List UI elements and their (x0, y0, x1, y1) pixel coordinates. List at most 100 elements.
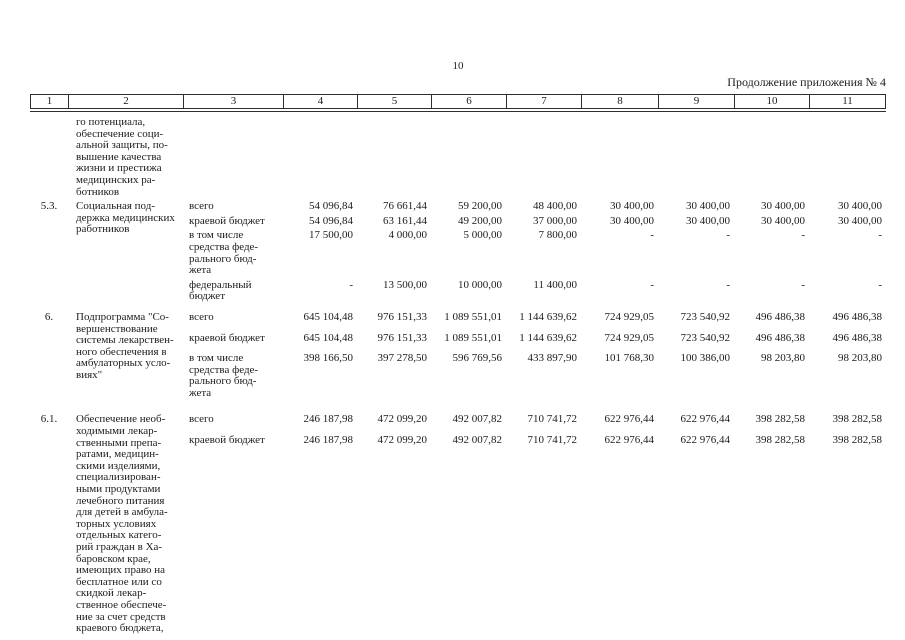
row-name-line: Подпрограмма "Со- (76, 310, 169, 323)
entry-value: 397 278,50 (377, 352, 428, 365)
entry-value: 398 166,50 (303, 352, 354, 365)
row-name-line: держка медицинских (76, 211, 175, 224)
table-row: 5.3. Социальная под-держка медицинских раб… (30, 201, 886, 306)
entry-value: 492 007,82 (452, 434, 503, 447)
row-name-line: скидкой лекар- (76, 587, 147, 600)
row-name-line: жизни и престижа (76, 162, 162, 175)
header-cell: 9 (658, 94, 734, 109)
row-name-line: скими изделиями, (76, 459, 161, 472)
row-number: 6. (44, 310, 54, 323)
entry-value: 49 200,00 (458, 214, 502, 227)
entry-label-line: в том числе (189, 229, 244, 242)
entry-value: 54 096,84 (309, 200, 353, 213)
budget-entry: в том числе средства феде-рального бюд-же… (183, 230, 886, 276)
row-name: го потенциала, обеспечение соци-альной за… (68, 116, 183, 198)
entry-value: 622 976,44 (680, 434, 731, 447)
entry-value: 246 187,98 (303, 413, 354, 426)
entry-value: 724 929,05 (604, 310, 655, 323)
entry-value: 11 400,00 (533, 278, 577, 291)
entry-label-line: жета (189, 386, 212, 399)
budget-entry: в том числе средства феде-рального бюд-же… (183, 352, 886, 399)
row-name-line: краевого бюджета, (76, 622, 164, 635)
entry-value: 1 089 551,01 (444, 310, 502, 323)
table-header: 1 2 3 4 5 6 7 8 9 10 11 (30, 94, 886, 109)
entry-value: 398 282,58 (755, 413, 806, 426)
budget-entry: всего 54 096,84 76 661,44 59 200,00 48 400,0… (183, 201, 886, 213)
entry-value: 30 400,00 (838, 214, 882, 227)
row-name-line: Обеспечение необ- (76, 413, 166, 426)
row-name-line: ственное обеспече- (76, 598, 167, 611)
entry-value: 1 144 639,62 (519, 331, 577, 344)
entry-value: - (726, 278, 730, 291)
entry-value: 645 104,48 (303, 310, 354, 323)
entry-label-line: бюджет (189, 290, 225, 303)
entry-label-line: рального бюд- (189, 375, 257, 388)
entry-label: всего (183, 310, 283, 324)
budget-entry: краевой бюджет 645 104,48 976 151,33 1 089 … (183, 331, 886, 345)
entry-value: - (650, 278, 654, 291)
row-name-line: го потенциала, (76, 116, 146, 128)
entry-value: 30 400,00 (686, 214, 730, 227)
row-name-line: ного обеспечения в (76, 345, 167, 358)
row-name-line: Социальная под- (76, 200, 156, 213)
row-number: 5.3. (40, 200, 58, 213)
row-entries: всего 54 096,84 76 661,44 59 200,00 48 400,0… (183, 201, 886, 306)
row-name-line: ботников (76, 185, 120, 198)
entry-value: 496 486,38 (755, 310, 806, 323)
entry-label-line: краевой бюджет (189, 214, 265, 227)
row-entries: всего 246 187,98 472 099,20 492 007,82 710 7… (183, 414, 886, 455)
entry-value: 30 400,00 (761, 214, 805, 227)
row-name-line: ратами, медицин- (76, 448, 159, 461)
row-name-line: обеспечение соци- (76, 127, 164, 140)
header-cell: 1 (30, 94, 68, 109)
entry-value: 13 500,00 (383, 278, 427, 291)
entry-value: 30 400,00 (838, 200, 882, 213)
row-name: Социальная под-держка медицинских работни… (68, 201, 183, 236)
row-name-line: для детей в амбула- (76, 506, 168, 519)
entry-label: краевой бюджет (183, 214, 283, 228)
entry-label-line: жета (189, 264, 212, 277)
budget-entry: федеральный бюджет - 13 500,00 10 000,00 11 4… (183, 278, 886, 303)
header-underline (30, 111, 886, 112)
row-name: Обеспечение необ-ходимыми лекар-ственным… (68, 414, 183, 634)
row-name-line: амбулаторных усло- (76, 357, 171, 370)
entry-value: 622 976,44 (680, 413, 731, 426)
budget-entry: краевой бюджет 54 096,84 63 161,44 49 200,0… (183, 214, 886, 228)
entry-label-line: всего (189, 200, 214, 213)
entry-value: 976 151,33 (377, 310, 428, 323)
header-cell: 10 (734, 94, 809, 109)
entry-label: федеральный бюджет (183, 279, 283, 303)
entry-value: - (349, 278, 353, 291)
entry-value: 59 200,00 (458, 200, 502, 213)
header-cell: 4 (283, 94, 357, 109)
header-cell: 7 (506, 94, 581, 109)
row-name-line: ственными препа- (76, 436, 162, 449)
table-row: го потенциала, обеспечение соци-альной за… (30, 116, 886, 198)
row-name-line: системы лекарствен- (76, 334, 174, 347)
entry-value: 7 800,00 (538, 229, 578, 242)
entry-value: 724 929,05 (604, 331, 655, 344)
entry-value: 10 000,00 (458, 278, 502, 291)
entry-value: 30 400,00 (610, 200, 654, 213)
row-name-line: имеющих право на (76, 564, 165, 577)
entry-value: 37 000,00 (533, 214, 577, 227)
header-cell: 11 (809, 94, 886, 109)
entry-label-line: всего (189, 413, 214, 426)
entry-label-line: всего (189, 310, 214, 323)
row-name-line: баровском крае, (76, 552, 151, 565)
row-name-line: вышение качества (76, 150, 162, 163)
entry-value: 976 151,33 (377, 331, 428, 344)
entry-value: 433 897,90 (527, 352, 578, 365)
header-cell: 8 (581, 94, 658, 109)
entry-value: 17 500,00 (309, 229, 353, 242)
entry-label: в том числе средства феде-рального бюд-же… (183, 352, 283, 399)
header-cell: 2 (68, 94, 183, 109)
row-name-line: бесплатное или со (76, 575, 162, 588)
entry-label: всего (183, 414, 283, 426)
row-number: 6.1. (40, 413, 58, 426)
entry-value: - (650, 229, 654, 242)
entry-value: 472 099,20 (377, 413, 428, 426)
entry-label-line: краевой бюджет (189, 331, 265, 344)
row-name-line: ходимыми лекар- (76, 425, 158, 438)
entry-value: 622 976,44 (604, 413, 655, 426)
